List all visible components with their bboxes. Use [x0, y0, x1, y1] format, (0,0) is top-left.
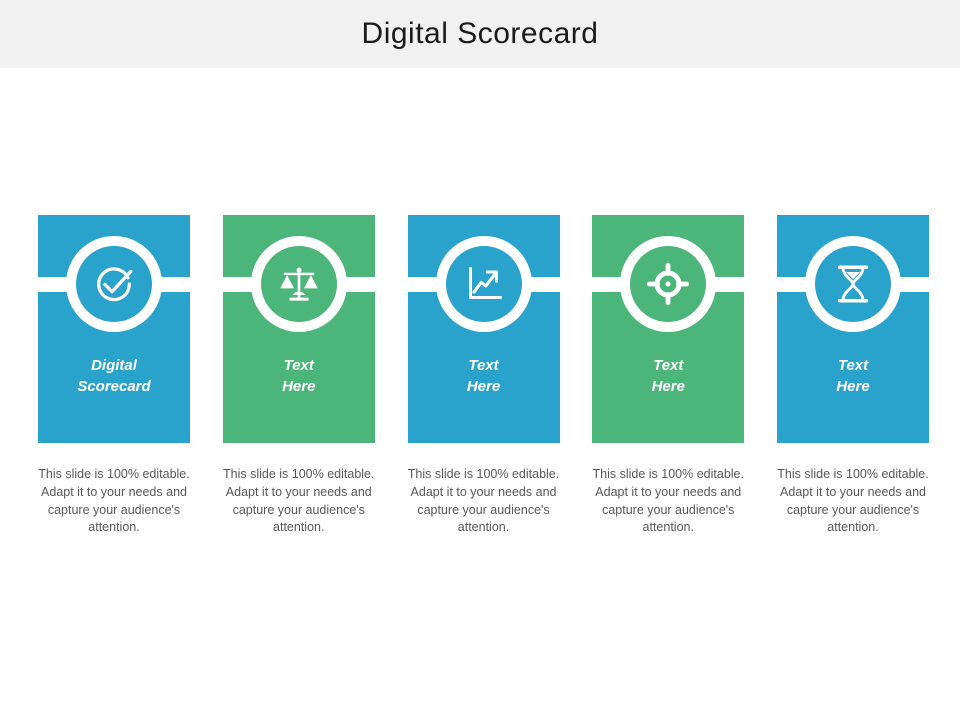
card-label: Text Here	[466, 357, 501, 396]
icon-badge[interactable]	[805, 236, 901, 332]
icon-badge[interactable]	[250, 236, 347, 332]
card-label: Digital Scorecard	[77, 357, 151, 396]
scorecard-card[interactable]: Text Here	[393, 215, 574, 443]
scorecard-card[interactable]: Text Here	[578, 215, 759, 443]
scorecard-card[interactable]: Digital Scorecard	[24, 215, 204, 443]
card-caption: This slide is 100% editable. Adapt it to…	[592, 467, 744, 535]
scorecard-captions-row: This slide is 100% editable. Adapt it to…	[38, 466, 929, 537]
balance-scale-icon	[260, 246, 337, 322]
hourglass-icon	[815, 246, 891, 322]
check-circle-icon	[76, 246, 152, 322]
page-title: Digital Scorecard	[361, 17, 599, 50]
card-caption: This slide is 100% editable. Adapt it to…	[223, 467, 375, 535]
card-caption: This slide is 100% editable. Adapt it to…	[777, 467, 929, 535]
icon-badge[interactable]	[620, 236, 717, 332]
growth-chart-icon	[445, 246, 522, 322]
target-crosshair-icon	[630, 246, 707, 322]
card-caption: This slide is 100% editable. Adapt it to…	[407, 467, 560, 535]
scorecard-card[interactable]: Text Here	[763, 215, 943, 443]
card-label: Text Here	[282, 357, 316, 396]
card-label: Text Here	[651, 357, 685, 396]
icon-badge[interactable]	[435, 236, 532, 332]
icon-badge[interactable]	[66, 236, 162, 332]
slide-header: Digital Scorecard	[0, 0, 960, 68]
card-label: Text Here	[836, 357, 870, 396]
scorecard-card[interactable]: Text Here	[208, 215, 389, 443]
card-caption: This slide is 100% editable. Adapt it to…	[38, 467, 190, 535]
scorecard-cards-row: Digital Scorecard Text Here Text Here Te…	[24, 215, 943, 443]
